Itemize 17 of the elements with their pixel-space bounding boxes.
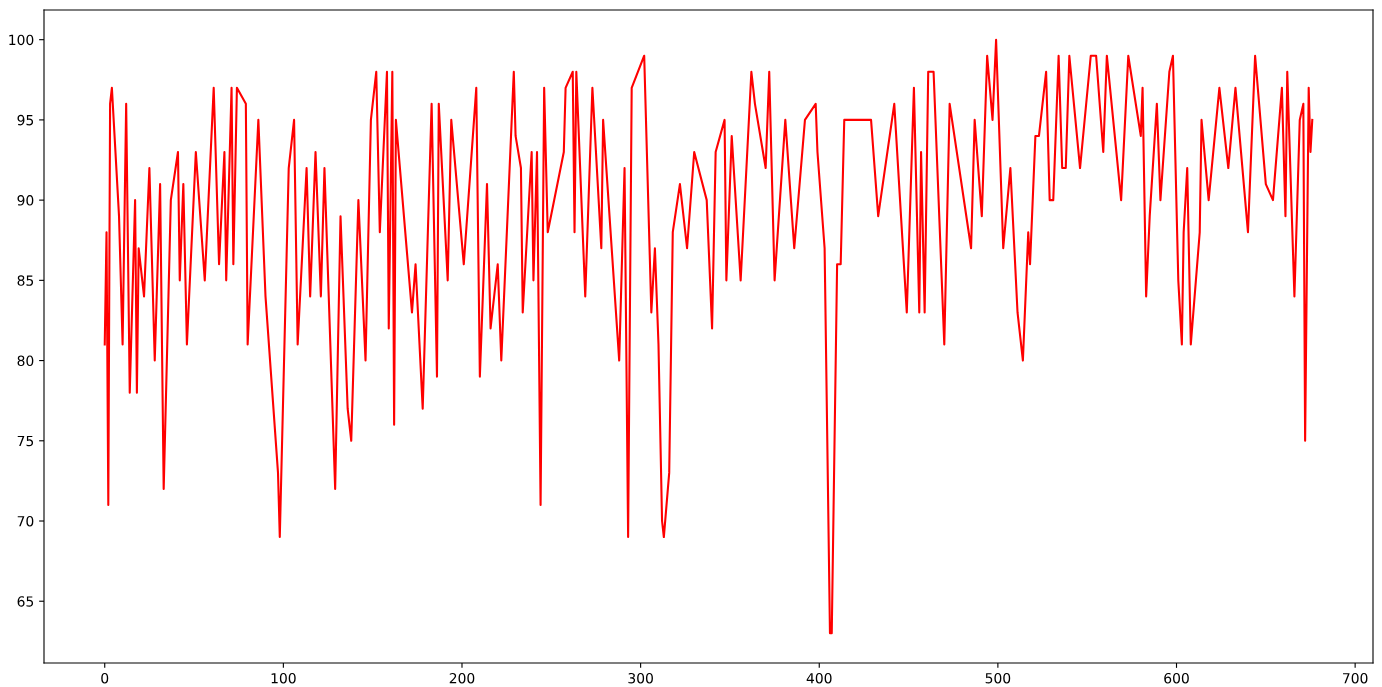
x-tick-label: 600 — [1164, 672, 1189, 684]
x-tick-label: 100 — [271, 672, 296, 684]
x-tick-label: 200 — [449, 672, 475, 684]
y-tick-label: 85 — [17, 275, 34, 286]
x-tick-label: 400 — [806, 672, 832, 684]
y-tick-label: 95 — [17, 114, 34, 126]
y-tick-label: 100 — [9, 34, 34, 46]
y-tick-label: 75 — [17, 435, 34, 447]
y-tick-label: 70 — [17, 515, 34, 527]
y-tick-label: 65 — [17, 596, 34, 607]
line-series — [103, 38, 1314, 635]
x-tick-label: 500 — [985, 672, 1011, 684]
x-tick-label: 0 — [101, 672, 109, 684]
y-tick-label: 90 — [17, 195, 34, 206]
x-tick-label: 700 — [1343, 672, 1368, 684]
y-tick-label: 80 — [17, 355, 34, 367]
x-tick-label: 300 — [628, 672, 653, 684]
